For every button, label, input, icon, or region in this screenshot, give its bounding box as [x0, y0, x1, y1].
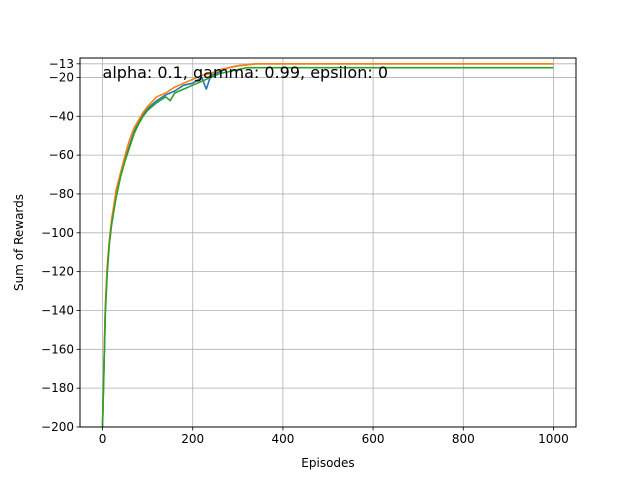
- x-tick-label: 600: [362, 432, 385, 446]
- y-tick-label: −80: [49, 187, 74, 201]
- axis-ticks: 0 200 400 600 800 1000 −200 −180 −160 −140 −120 −10…: [41, 57, 569, 446]
- x-tick-label: 200: [181, 432, 204, 446]
- x-tick-label: 0: [99, 432, 107, 446]
- y-tick-label: −20: [49, 70, 74, 84]
- plot-frame: [79, 57, 577, 428]
- x-tick-label: 1000: [538, 432, 569, 446]
- y-tick-label: −160: [41, 342, 74, 356]
- y-tick-label: −13: [49, 57, 74, 71]
- y-tick-label: −180: [41, 381, 74, 395]
- y-tick-label: −120: [41, 265, 74, 279]
- x-tick-label: 400: [271, 432, 294, 446]
- x-tick-label: 800: [452, 432, 475, 446]
- y-tick-label: −140: [41, 303, 74, 317]
- y-tick-label: −40: [49, 109, 74, 123]
- chart-annotation: alpha: 0.1, gamma: 0.99, epsilon: 0: [103, 63, 388, 82]
- series-lines: [101, 62, 554, 428]
- x-axis-label: Episodes: [301, 456, 354, 470]
- y-tick-label: −200: [41, 420, 74, 434]
- y-axis-label: Sum of Rewards: [12, 194, 26, 291]
- y-tick-label: −100: [41, 226, 74, 240]
- grid-lines: [80, 58, 576, 428]
- y-tick-label: −60: [49, 148, 74, 162]
- series-line-3: [101, 66, 554, 428]
